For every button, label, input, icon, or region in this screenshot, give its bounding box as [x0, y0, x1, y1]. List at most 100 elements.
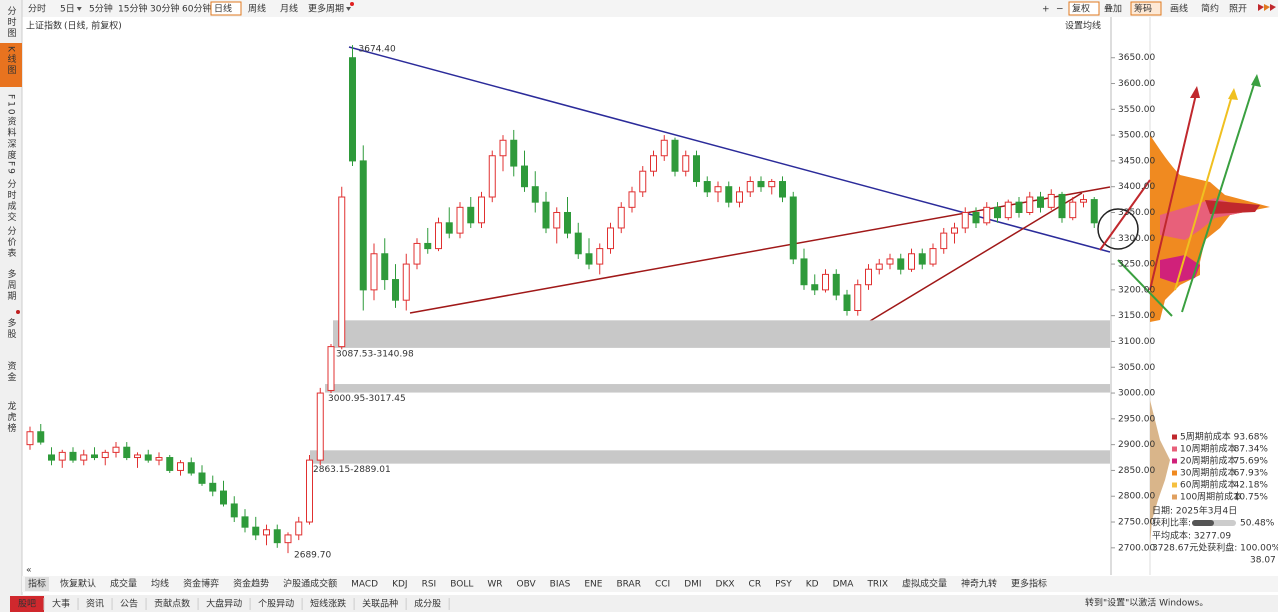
candle-body: [693, 155, 700, 183]
indicator-tab[interactable]: RSI: [422, 580, 437, 590]
indicator-tab[interactable]: 成交量: [110, 578, 137, 590]
zoom-out[interactable]: −: [1056, 5, 1064, 15]
arrow: [1117, 259, 1173, 317]
info-extra: 38.07: [1250, 556, 1276, 566]
legend-label: 10周期前成本: [1180, 443, 1236, 455]
indicator-tab[interactable]: DMA: [833, 580, 855, 590]
legend-value: 87.34%: [1234, 445, 1269, 455]
indicator-tab[interactable]: DMI: [684, 580, 701, 590]
indicator-tab[interactable]: ENE: [584, 580, 602, 590]
sidebar-tab[interactable]: 多周期: [6, 268, 17, 302]
indicator-tab[interactable]: 沪股通成交额: [283, 578, 337, 590]
indicator-tab[interactable]: 虚拟成交量: [902, 578, 947, 590]
distribution-area: [1150, 400, 1170, 545]
candle-body: [510, 139, 518, 167]
sidebar-tab[interactable]: 分时图: [6, 6, 17, 39]
period-tab[interactable]: 5日: [60, 4, 75, 15]
candle-body: [940, 232, 948, 250]
period-tab[interactable]: 周线: [248, 3, 266, 15]
indicator-tab[interactable]: BIAS: [550, 580, 571, 590]
y-tick-label: 3300.00: [1118, 234, 1155, 244]
sidebar-tab[interactable]: 资金: [6, 361, 17, 383]
sidebar-tab[interactable]: F10资料: [6, 94, 17, 139]
indicator-tab[interactable]: 更多指标: [1011, 578, 1047, 590]
zoom-in[interactable]: +: [1042, 5, 1050, 15]
period-tab[interactable]: 60分钟: [182, 3, 211, 15]
indicator-tab[interactable]: DKX: [716, 580, 735, 590]
sidebar-tab[interactable]: 分价表: [6, 226, 17, 259]
candle-body: [1015, 201, 1023, 213]
candle-body: [951, 227, 958, 234]
indicator-tab[interactable]: CR: [749, 580, 762, 590]
chart-subtitle: (日线, 前复权): [64, 20, 122, 32]
high-label: 3674.40: [359, 45, 396, 55]
cost-distribution: [1099, 74, 1270, 545]
gap-zone: [310, 450, 1110, 464]
indicator-tab[interactable]: 资金博弈: [183, 578, 219, 590]
sidebar-tab[interactable]: 深度F9: [6, 139, 17, 176]
indicator-tab[interactable]: BOLL: [450, 580, 473, 590]
toolbar-button[interactable]: 复权: [1072, 3, 1090, 15]
period-tab[interactable]: 月线: [280, 3, 298, 15]
sidebar-tab[interactable]: 多股: [6, 317, 17, 340]
candle-body: [650, 155, 657, 172]
bottom-tab[interactable]: 大事: [52, 598, 70, 610]
toolbar: [0, 0, 1278, 17]
indicator-tab[interactable]: MACD: [351, 580, 378, 590]
bottom-tab[interactable]: 贡献点数: [154, 598, 190, 610]
sidebar-tab[interactable]: K线图: [6, 46, 17, 76]
legend-value: 75.69%: [1234, 457, 1269, 467]
y-tick-label: 3600.00: [1118, 79, 1155, 89]
candle-body: [413, 242, 421, 265]
period-tab[interactable]: 分时: [28, 3, 46, 15]
indicator-tab[interactable]: WR: [487, 580, 502, 590]
indicator-tab[interactable]: 资金趋势: [233, 578, 269, 590]
indicator-bar: [22, 576, 1278, 592]
bottom-tab[interactable]: 资讯: [86, 599, 104, 610]
sidebar-tab[interactable]: 龙虎榜: [6, 400, 17, 434]
toolbar-button[interactable]: 简约: [1201, 3, 1219, 15]
dropdown-arrow: [76, 7, 82, 11]
bottom-tab[interactable]: 股吧: [18, 599, 36, 610]
period-tab[interactable]: 5分钟: [89, 3, 113, 15]
bottom-tab[interactable]: 成分股: [414, 598, 441, 610]
candle-body: [703, 181, 711, 193]
legend-swatch: [1172, 446, 1177, 452]
y-tick-label: 3050.00: [1118, 363, 1155, 373]
info-profit: 3728.67元处获利盘: 100.00%: [1152, 542, 1278, 554]
indicator-tab[interactable]: OBV: [517, 580, 537, 590]
candle-body: [564, 211, 571, 234]
indicator-tab[interactable]: TRIX: [866, 580, 888, 590]
indicator-tab[interactable]: BRAR: [616, 580, 640, 590]
indicator-tab[interactable]: 恢复默认: [60, 578, 96, 590]
ma-setting[interactable]: 设置均线: [1065, 20, 1101, 32]
indicator-tab[interactable]: 指标: [28, 578, 46, 590]
indicator-tab[interactable]: PSY: [775, 580, 792, 590]
toolbar-button[interactable]: 照开: [1229, 4, 1247, 15]
indicator-tab[interactable]: 均线: [151, 578, 169, 590]
y-tick-label: 3400.00: [1118, 182, 1155, 192]
candle-body: [252, 526, 260, 536]
bottom-tab[interactable]: 关联品种: [362, 598, 398, 610]
toolbar-button[interactable]: 画线: [1170, 3, 1188, 15]
toolbar-button[interactable]: 筹码: [1134, 3, 1152, 15]
legend-swatch: [1172, 482, 1177, 488]
trend-line: [869, 192, 1083, 322]
scroll-arrow[interactable]: «: [26, 566, 32, 576]
bottom-tab[interactable]: 公告: [120, 598, 138, 610]
period-tab[interactable]: 更多周期: [308, 3, 344, 15]
bottom-tab[interactable]: 短线涨跌: [310, 598, 346, 610]
indicator-tab[interactable]: KDJ: [392, 580, 408, 590]
y-tick-label: 3350.00: [1118, 208, 1155, 218]
period-tab[interactable]: 日线: [214, 3, 232, 15]
indicator-tab[interactable]: CCI: [655, 580, 670, 590]
candle-body: [574, 232, 582, 255]
period-tab[interactable]: 30分钟: [150, 3, 179, 15]
sidebar-tab[interactable]: 分时成交: [6, 179, 17, 223]
bottom-tab[interactable]: 个股异动: [258, 599, 294, 610]
indicator-tab[interactable]: 神奇九转: [961, 578, 997, 590]
toolbar-button[interactable]: 叠加: [1104, 4, 1122, 15]
indicator-tab[interactable]: KD: [806, 580, 819, 590]
bottom-tab[interactable]: 大盘异动: [206, 598, 242, 610]
period-tab[interactable]: 15分钟: [118, 3, 147, 15]
